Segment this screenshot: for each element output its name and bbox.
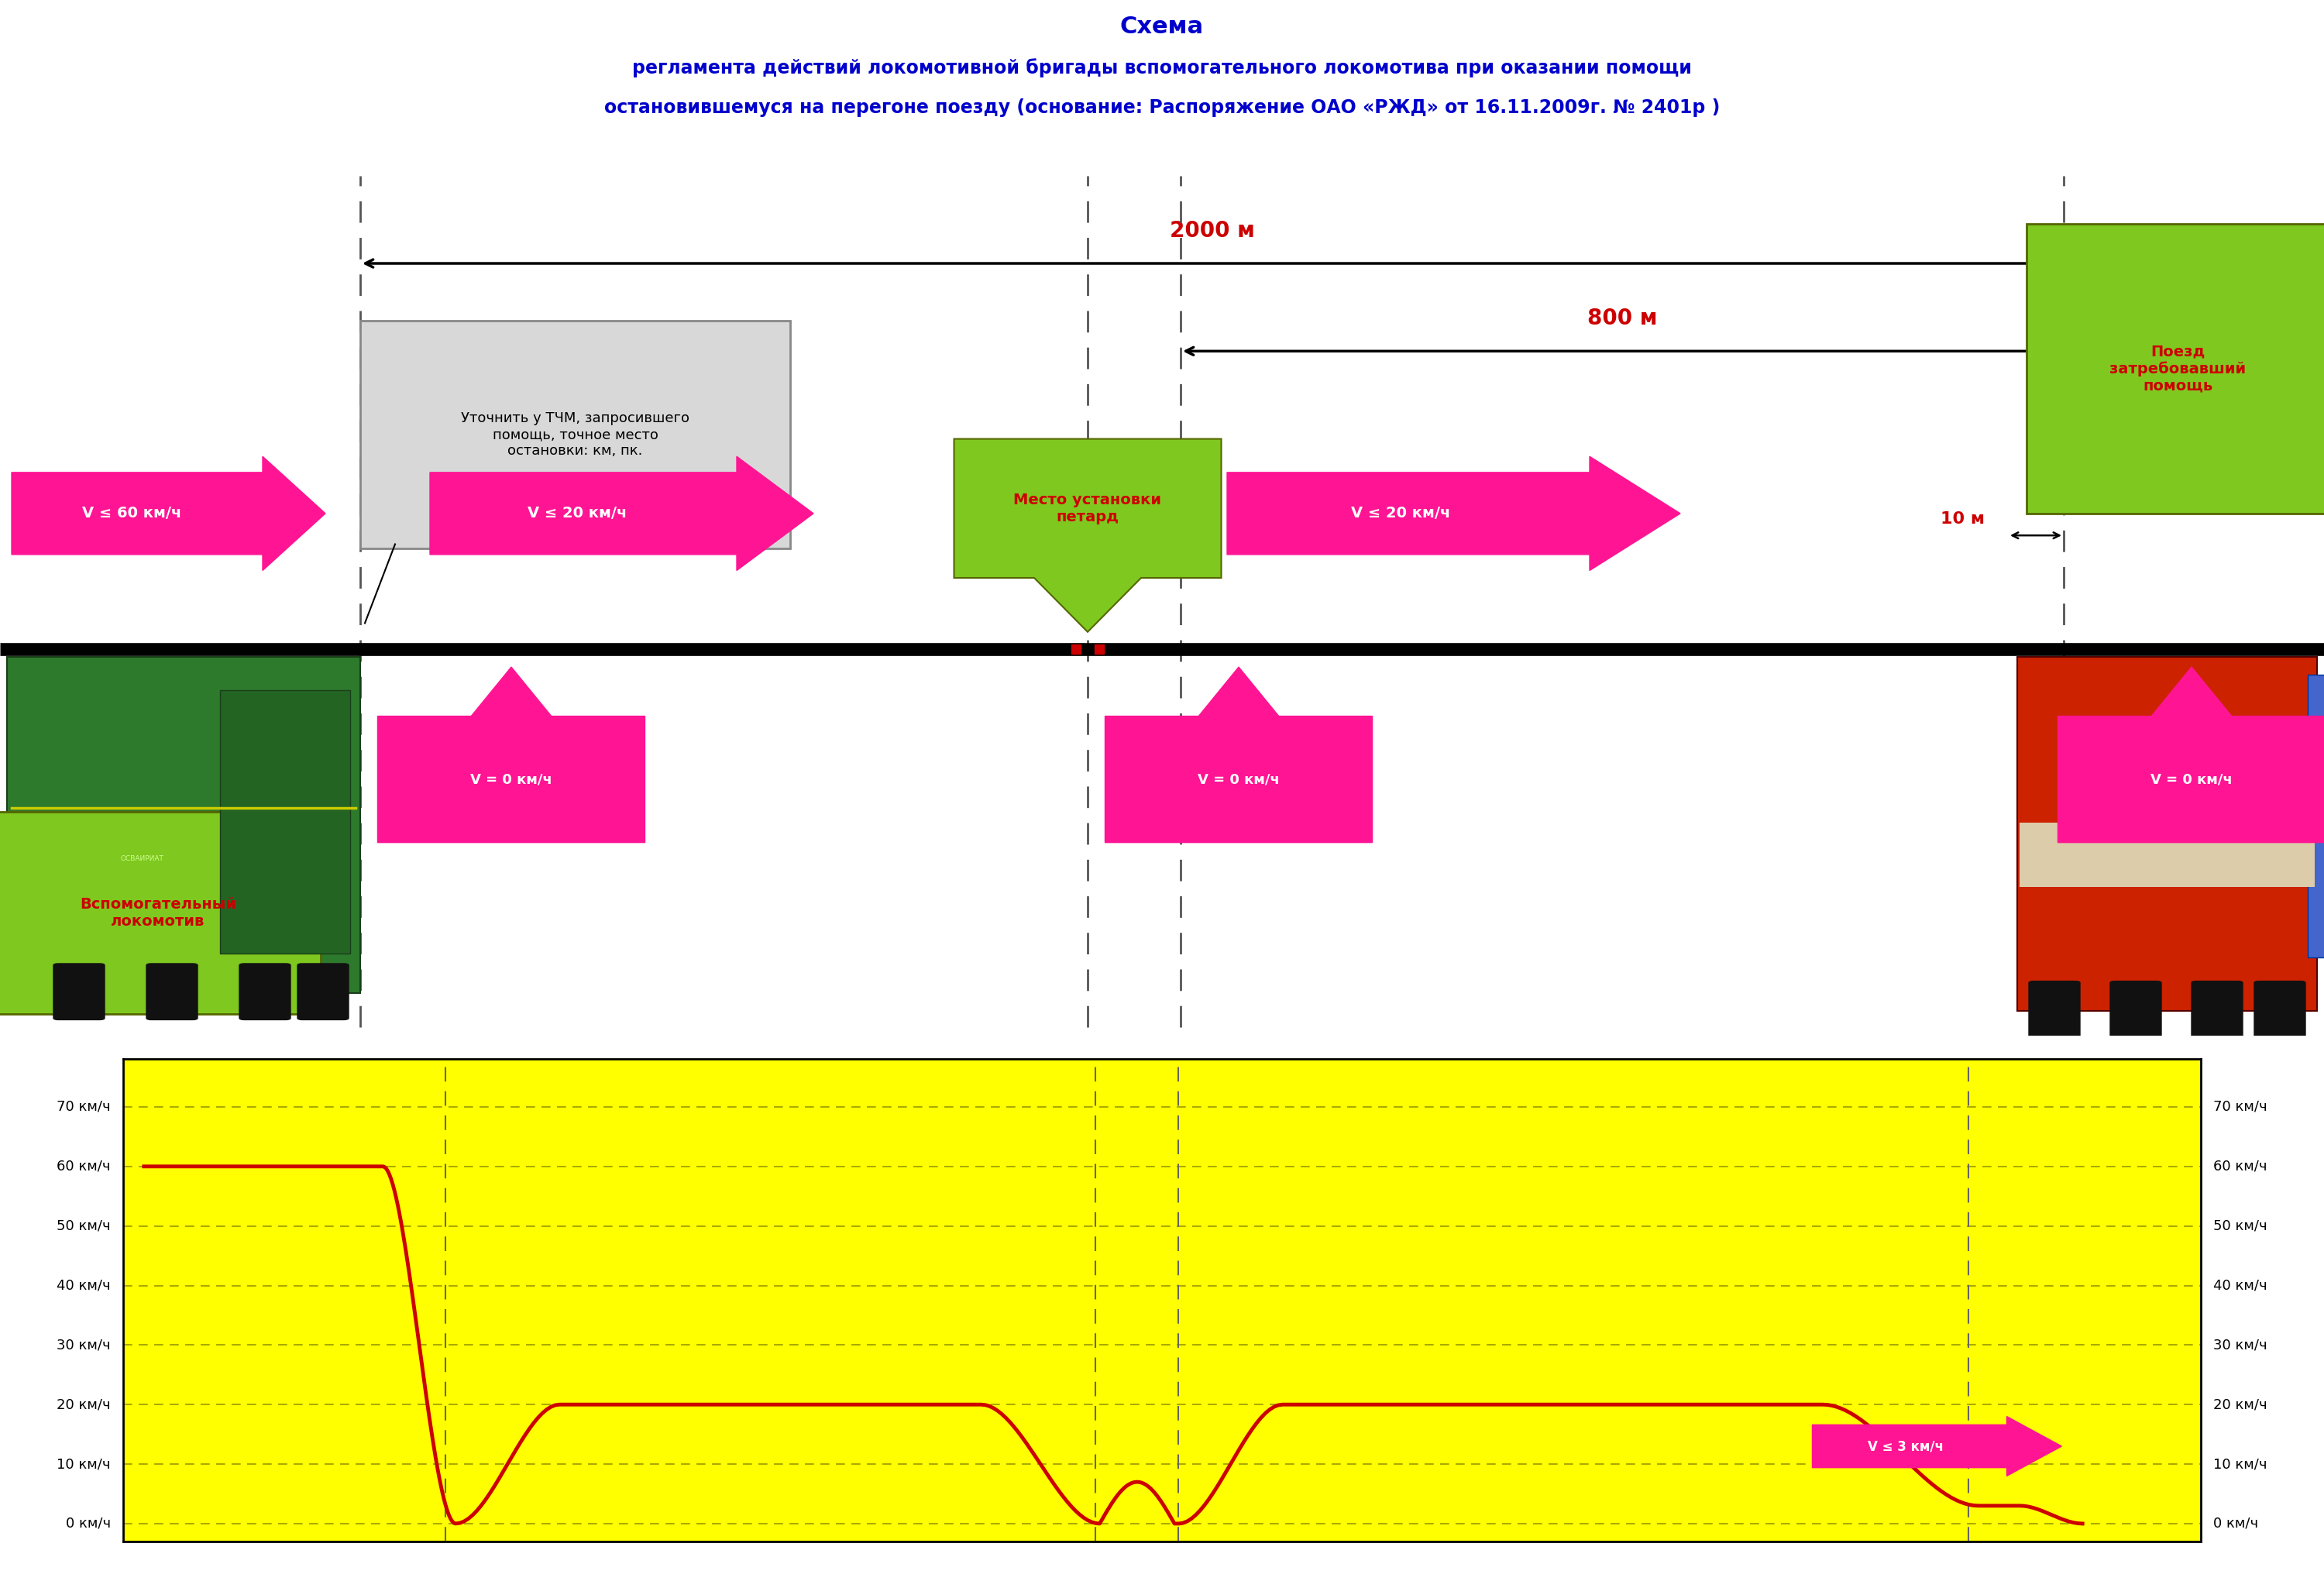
Text: 70 км/ч: 70 км/ч <box>2212 1100 2268 1115</box>
Polygon shape <box>1106 667 1371 843</box>
Text: Уточнить у ТЧМ, запросившего
помощь, точное место
остановки: км, пк.: Уточнить у ТЧМ, запросившего помощь, точ… <box>460 411 690 457</box>
Text: 800 м: 800 м <box>1587 308 1657 329</box>
Polygon shape <box>1813 1417 2061 1477</box>
FancyBboxPatch shape <box>239 963 290 1020</box>
Text: 40 км/ч: 40 км/ч <box>56 1279 112 1292</box>
Text: регламента действий локомотивной бригады вспомогательного локомотива при оказани: регламента действий локомотивной бригады… <box>632 58 1692 77</box>
Text: V ≤ 60 км/ч: V ≤ 60 км/ч <box>81 506 181 520</box>
Text: Схема: Схема <box>1120 16 1204 38</box>
Text: V ≤ 3 км/ч: V ≤ 3 км/ч <box>1868 1439 1943 1453</box>
Text: 10 м: 10 м <box>1941 511 1985 526</box>
FancyBboxPatch shape <box>2308 675 2324 958</box>
Text: остановившемуся на перегоне поезду (основание: Распоряжение ОАО «РЖД» от 16.11.2: остановившемуся на перегоне поезду (осно… <box>604 98 1720 117</box>
Text: 10 км/ч: 10 км/ч <box>2212 1458 2268 1470</box>
Text: Место установки
петард: Место установки петард <box>1013 493 1162 525</box>
Polygon shape <box>2059 667 2324 843</box>
Text: 40 км/ч: 40 км/ч <box>2212 1279 2268 1292</box>
FancyBboxPatch shape <box>2027 225 2324 514</box>
Text: 20 км/ч: 20 км/ч <box>56 1398 112 1412</box>
Polygon shape <box>376 667 646 843</box>
Text: 0 км/ч: 0 км/ч <box>65 1516 112 1530</box>
Text: 2000 м: 2000 м <box>1169 220 1255 242</box>
FancyBboxPatch shape <box>2017 656 2317 1010</box>
FancyBboxPatch shape <box>0 811 321 1013</box>
Text: 60 км/ч: 60 км/ч <box>2212 1159 2268 1173</box>
FancyBboxPatch shape <box>221 689 351 953</box>
Text: 20 км/ч: 20 км/ч <box>2212 1398 2268 1412</box>
Text: 50 км/ч: 50 км/ч <box>2212 1219 2268 1233</box>
Text: 60 км/ч: 60 км/ч <box>56 1159 112 1173</box>
Text: V ≤ 20 км/ч: V ≤ 20 км/ч <box>1350 506 1450 520</box>
Text: V = 0 км/ч: V = 0 км/ч <box>1197 773 1281 786</box>
Text: 30 км/ч: 30 км/ч <box>2212 1338 2268 1352</box>
Text: V = 0 км/ч: V = 0 км/ч <box>2150 773 2233 786</box>
Text: ОСВАИРИАТ: ОСВАИРИАТ <box>121 855 165 862</box>
FancyBboxPatch shape <box>53 963 105 1020</box>
Text: Вспомогательный
локомотив: Вспомогательный локомотив <box>79 896 237 928</box>
FancyBboxPatch shape <box>2254 982 2305 1037</box>
Polygon shape <box>12 457 325 571</box>
Text: 0 км/ч: 0 км/ч <box>2212 1516 2259 1530</box>
FancyBboxPatch shape <box>146 963 198 1020</box>
FancyBboxPatch shape <box>297 963 349 1020</box>
Text: V ≤ 20 км/ч: V ≤ 20 км/ч <box>528 506 627 520</box>
Polygon shape <box>1227 457 1680 571</box>
FancyBboxPatch shape <box>7 656 360 993</box>
Polygon shape <box>430 457 813 571</box>
Polygon shape <box>953 440 1222 632</box>
Text: 50 км/ч: 50 км/ч <box>56 1219 112 1233</box>
FancyBboxPatch shape <box>360 321 790 549</box>
FancyBboxPatch shape <box>2029 982 2080 1037</box>
Text: 30 км/ч: 30 км/ч <box>56 1338 112 1352</box>
Text: Поезд
затребовавший
помощь: Поезд затребовавший помощь <box>2110 345 2245 394</box>
FancyBboxPatch shape <box>2192 982 2243 1037</box>
FancyBboxPatch shape <box>2110 982 2161 1037</box>
Text: 10 км/ч: 10 км/ч <box>56 1458 112 1470</box>
Text: 70 км/ч: 70 км/ч <box>56 1100 112 1115</box>
Text: V = 0 км/ч: V = 0 км/ч <box>469 773 553 786</box>
FancyBboxPatch shape <box>2020 822 2315 887</box>
